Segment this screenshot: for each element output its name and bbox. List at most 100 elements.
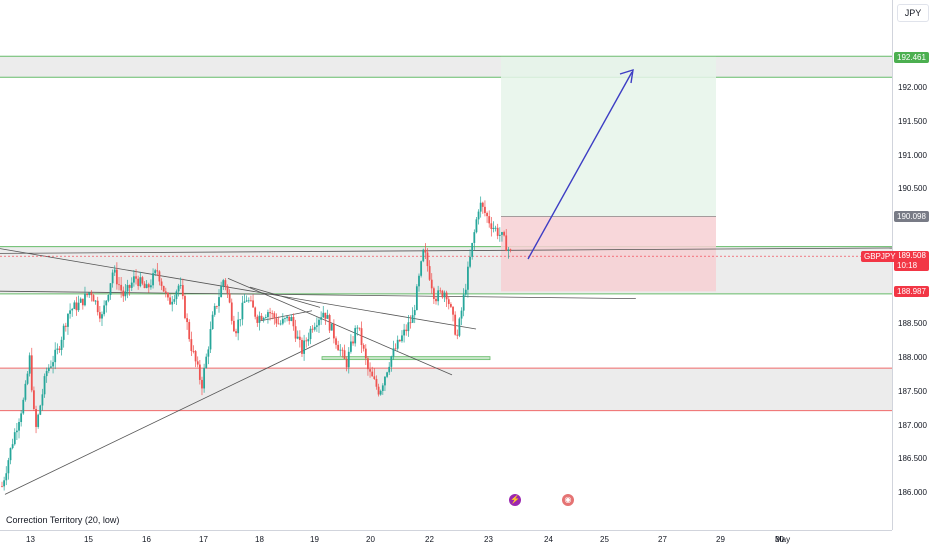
candle-body	[137, 278, 140, 287]
candle-body	[226, 286, 229, 294]
candle-body	[160, 281, 163, 286]
candle-body	[47, 367, 50, 372]
candle-body	[190, 339, 193, 352]
candle-body	[360, 328, 363, 346]
candle-body	[296, 336, 299, 339]
candle-body	[405, 329, 408, 332]
chart-area[interactable]	[0, 0, 892, 530]
time-tick-label: 17	[199, 535, 208, 544]
candle-body	[484, 206, 486, 213]
candle-body	[267, 312, 269, 318]
candle-body	[324, 312, 327, 319]
candle-body	[479, 202, 482, 212]
candle-body	[377, 386, 380, 395]
candle-body	[488, 216, 491, 224]
candle-body	[328, 315, 331, 331]
candle-body	[350, 341, 352, 352]
candle-body	[243, 301, 246, 303]
candle-body	[464, 289, 467, 295]
candle-body	[33, 390, 35, 410]
currency-button[interactable]: JPY	[897, 4, 929, 22]
candle-body	[28, 355, 31, 374]
candle-body	[88, 292, 91, 296]
candle-body	[279, 323, 282, 325]
candle-body	[69, 310, 71, 314]
candle-body	[384, 376, 386, 386]
candle-body	[207, 349, 210, 357]
candle-body	[503, 232, 505, 236]
indicator-label[interactable]: Correction Territory (20, low)	[6, 515, 120, 525]
candle-body	[454, 314, 457, 335]
candle-body	[422, 249, 425, 262]
price-tick-label: 187.500	[898, 386, 927, 396]
candle-body	[171, 301, 174, 305]
candle-body	[447, 299, 450, 305]
candle-body	[177, 285, 180, 292]
candle-body	[277, 323, 280, 325]
candle-body	[441, 290, 444, 298]
candle-body	[379, 390, 382, 395]
chart-svg	[0, 55, 892, 495]
candle-body	[235, 331, 237, 334]
lower-demand-zone	[0, 368, 892, 411]
candle-body	[264, 317, 267, 318]
candle-body	[128, 285, 131, 288]
candle-body	[358, 327, 361, 329]
candle-body	[450, 304, 452, 307]
candle-body	[492, 227, 495, 229]
candle-body	[141, 277, 144, 284]
candle-body	[3, 480, 6, 487]
candle-body	[194, 351, 197, 362]
candle-body	[475, 219, 478, 233]
candle-body	[469, 256, 471, 267]
candle-body	[94, 300, 97, 302]
candle-body	[18, 422, 20, 431]
time-tick-label: 29	[716, 535, 725, 544]
candle-body	[354, 328, 357, 344]
candle-body	[494, 227, 497, 229]
candle-body	[418, 275, 420, 287]
candle-body	[175, 291, 178, 300]
candle-body	[58, 348, 61, 350]
stop-zone	[501, 216, 716, 292]
price-tick-label: 188.000	[898, 353, 927, 362]
candle-body	[496, 227, 499, 236]
time-tick-label: 20	[366, 535, 375, 544]
time-tick-label: 24	[544, 535, 553, 544]
price-tick-label: 191.500	[898, 116, 927, 126]
candle-body	[152, 273, 154, 286]
lightning-event-icon[interactable]: ⚡	[509, 494, 521, 506]
candle-body	[56, 348, 59, 350]
candle-body	[20, 413, 23, 423]
candle-body	[209, 329, 212, 350]
candle-body	[390, 356, 393, 367]
candle-body	[71, 308, 74, 311]
candle-body	[307, 339, 310, 342]
candle-body	[401, 335, 403, 342]
time-tick-label: 13	[26, 535, 35, 544]
candle-body	[54, 349, 57, 363]
candle-body	[507, 249, 510, 251]
candle-body	[118, 284, 120, 286]
candle-body	[211, 314, 214, 330]
economic-event-icon[interactable]: ◉	[562, 494, 574, 506]
flag-line-lower	[259, 310, 313, 322]
time-tick-label: 27	[658, 535, 667, 544]
candle-body	[364, 348, 367, 359]
candle-body	[145, 284, 148, 289]
candle-body	[260, 315, 263, 320]
candle-body	[452, 306, 454, 315]
candle-body	[420, 261, 423, 276]
candle-body	[298, 336, 301, 340]
time-tick-label: 22	[425, 535, 434, 544]
candle-body	[237, 319, 240, 334]
candle-body	[15, 430, 18, 433]
time-axis[interactable]	[0, 530, 892, 551]
candle-body	[62, 325, 65, 340]
candle-body	[467, 266, 469, 290]
candle-body	[230, 302, 233, 321]
candle-body	[371, 371, 374, 377]
candle-body	[343, 350, 346, 359]
candle-body	[345, 358, 348, 368]
candle-body	[181, 285, 184, 297]
